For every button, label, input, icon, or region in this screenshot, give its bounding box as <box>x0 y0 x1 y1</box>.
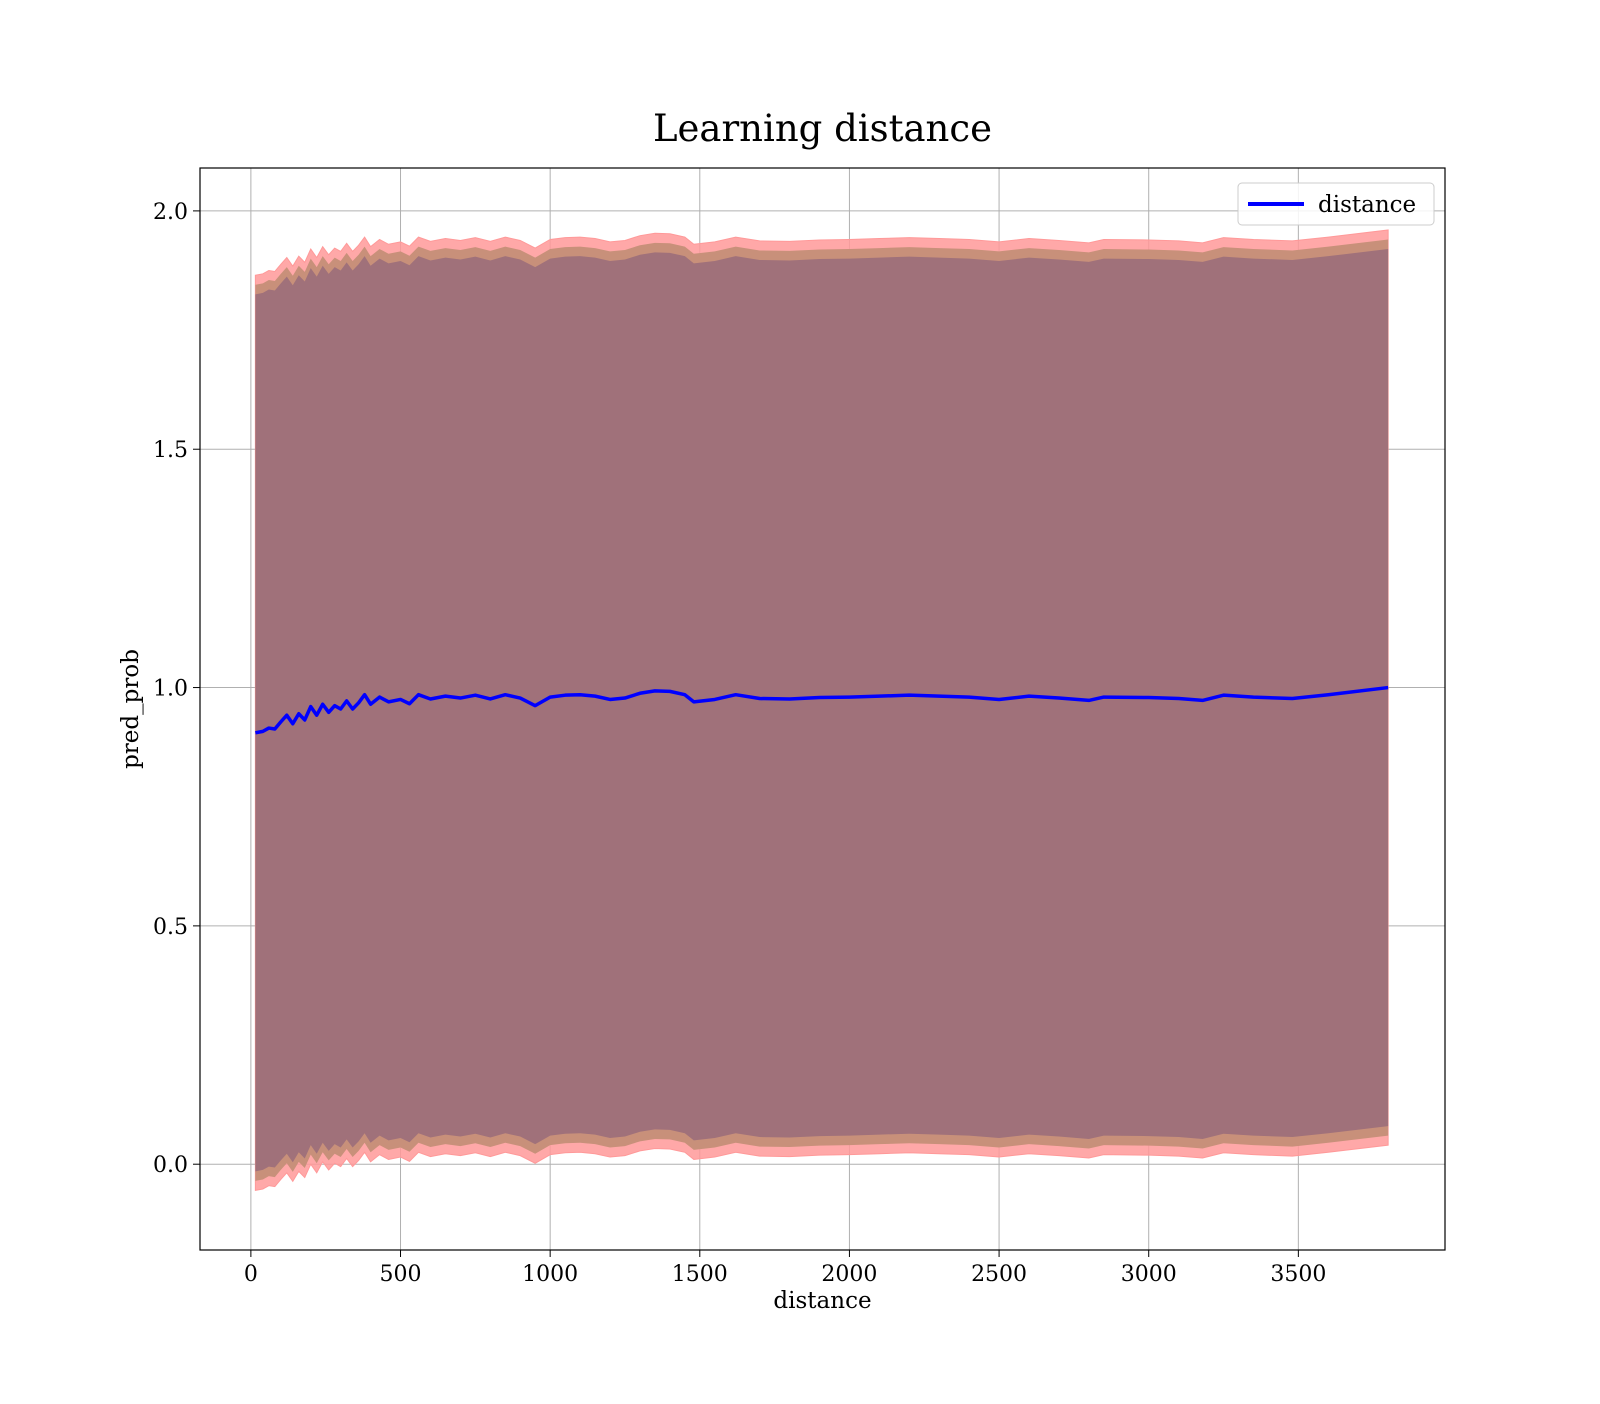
legend: distance <box>1237 182 1435 226</box>
x-tick-label: 2500 <box>971 1262 1027 1287</box>
x-tick-label: 500 <box>380 1262 422 1287</box>
y-tick-label: 0.0 <box>153 1153 188 1178</box>
x-tick-label: 1500 <box>672 1262 728 1287</box>
x-tick-label: 3500 <box>1270 1262 1326 1287</box>
y-tick-label: 2.0 <box>153 200 188 225</box>
x-tick-label: 1000 <box>522 1262 578 1287</box>
axis-ticks: 0 500 1000 1500 2000 2500 3000 3500 0.0 0.5 1.0 1.5… <box>153 200 1326 1287</box>
series-line-distance <box>255 685 1389 735</box>
x-tick-label: 0 <box>244 1262 258 1287</box>
y-tick-label: 1.0 <box>153 677 188 702</box>
confidence-bands <box>254 229 1389 1192</box>
x-tick-label: 2000 <box>821 1262 877 1287</box>
core-band <box>255 249 1389 1172</box>
chart-title: Learning distance <box>653 107 992 150</box>
x-tick-label: 3000 <box>1121 1262 1177 1287</box>
y-tick-label: 0.5 <box>153 915 188 940</box>
series-lines <box>255 685 1389 735</box>
legend-label: distance <box>1318 192 1416 218</box>
plot-frame <box>199 167 1446 1251</box>
x-axis-title: distance <box>773 1288 871 1314</box>
y-axis-title: pred_prob <box>118 649 144 769</box>
legend-box <box>1237 182 1435 226</box>
y-tick-label: 1.5 <box>153 438 188 463</box>
